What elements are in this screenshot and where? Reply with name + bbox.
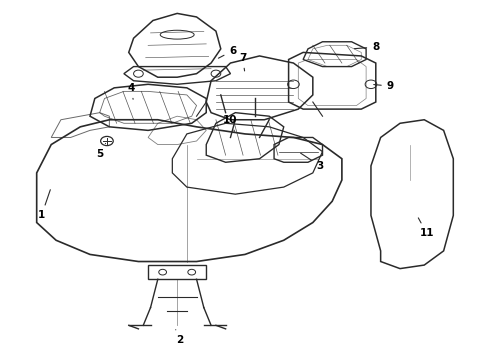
Text: 1: 1 (38, 190, 50, 220)
Text: 4: 4 (127, 83, 135, 99)
Text: 6: 6 (219, 46, 237, 58)
Text: 7: 7 (239, 53, 246, 71)
Text: 9: 9 (374, 81, 394, 91)
Text: 10: 10 (223, 115, 238, 131)
Text: 11: 11 (418, 218, 434, 238)
Text: 5: 5 (96, 143, 105, 159)
Text: 3: 3 (300, 153, 324, 171)
Text: 8: 8 (354, 42, 379, 52)
Text: 2: 2 (176, 330, 183, 345)
